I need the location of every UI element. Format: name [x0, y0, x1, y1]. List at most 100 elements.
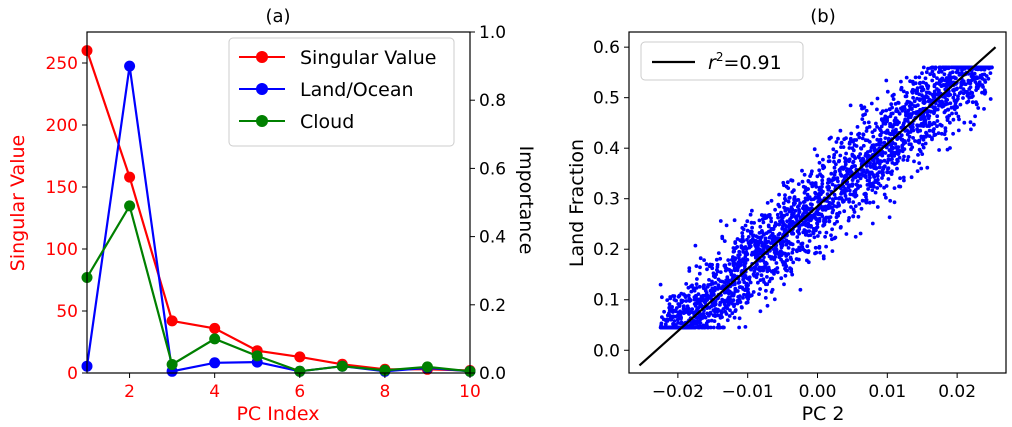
- scatter-point: [908, 79, 912, 84]
- scatter-point: [698, 304, 703, 309]
- scatter-point: [915, 169, 920, 174]
- scatter-point: [904, 111, 909, 116]
- scatter-point: [826, 187, 831, 192]
- scatter-point: [807, 229, 812, 234]
- scatter-point: [708, 325, 713, 330]
- scatter-point: [839, 173, 844, 178]
- scatter-point: [913, 104, 918, 109]
- scatter-point: [808, 233, 813, 238]
- scatter-point: [757, 231, 762, 235]
- scatter-point: [807, 195, 812, 200]
- scatter-point: [878, 137, 883, 142]
- scatter-point: [836, 179, 840, 184]
- scatter-point: [790, 272, 795, 277]
- scatter-point: [833, 170, 837, 175]
- scatter-point: [928, 109, 933, 114]
- scatter-point: [731, 298, 736, 303]
- scatter-point: [857, 131, 862, 136]
- scatter-point: [676, 321, 680, 325]
- scatter-point: [851, 214, 856, 219]
- scatter-point: [711, 308, 716, 312]
- x-tick-label: 4: [209, 382, 220, 402]
- y-tick-label: 50: [56, 302, 78, 322]
- scatter-point: [900, 143, 905, 148]
- scatter-point: [858, 176, 863, 181]
- legend-label-fit: r2=0.91: [708, 50, 782, 74]
- scatter-point: [878, 133, 882, 138]
- scatter-point: [919, 85, 923, 90]
- scatter-point: [863, 112, 867, 117]
- scatter-point: [671, 325, 676, 330]
- scatter-point: [776, 252, 781, 256]
- scatter-point: [843, 194, 848, 198]
- panel-a-frame: [86, 31, 471, 374]
- scatter-point: [842, 176, 847, 180]
- scatter-point: [767, 279, 772, 284]
- scatter-point: [758, 258, 763, 263]
- scatter-point: [957, 73, 962, 77]
- scatter-point: [684, 299, 689, 303]
- scatter-point: [715, 325, 720, 330]
- scatter-point: [875, 157, 880, 162]
- legend-label-cloud: Cloud: [300, 111, 354, 133]
- scatter-point: [910, 90, 915, 95]
- scatter-point: [737, 316, 742, 321]
- scatter-point: [701, 293, 706, 298]
- scatter-point: [917, 140, 922, 145]
- scatter-point: [705, 319, 710, 324]
- scatter-point: [896, 100, 900, 105]
- scatter-point: [798, 223, 802, 228]
- scatter-point: [707, 278, 711, 282]
- scatter-point: [927, 120, 932, 125]
- scatter-point: [735, 289, 740, 293]
- scatter-point: [899, 87, 903, 92]
- scatter-point: [915, 96, 919, 101]
- scatter-point: [779, 210, 783, 215]
- scatter-point: [763, 296, 768, 300]
- scatter-point: [968, 85, 973, 89]
- scatter-point: [733, 256, 738, 261]
- scatter-point: [956, 114, 961, 119]
- scatter-point: [679, 320, 684, 325]
- scatter-point: [802, 204, 806, 208]
- scatter-point: [849, 131, 854, 136]
- scatter-point: [847, 188, 852, 193]
- scatter-point: [724, 312, 729, 316]
- scatter-point: [967, 92, 972, 96]
- scatter-point: [674, 306, 679, 310]
- scatter-point: [765, 303, 770, 308]
- scatter-point: [794, 248, 799, 253]
- scatter-point: [858, 231, 863, 236]
- scatter-point: [935, 124, 939, 129]
- scatter-point: [676, 302, 681, 306]
- scatter-point: [756, 280, 760, 285]
- scatter-point: [781, 251, 786, 256]
- scatter-point: [676, 325, 680, 330]
- scatter-point: [668, 314, 672, 318]
- scatter-point: [790, 250, 795, 255]
- scatter-point: [869, 182, 873, 187]
- scatter-point: [859, 146, 863, 151]
- scatter-point: [684, 307, 689, 312]
- scatter-point: [858, 152, 863, 156]
- scatter-point: [676, 310, 681, 315]
- scatter-point: [731, 274, 736, 278]
- scatter-point: [797, 210, 802, 214]
- scatter-point: [741, 287, 745, 291]
- legend-label-singular: Singular Value: [300, 47, 436, 69]
- scatter-point: [735, 301, 740, 306]
- scatter-point: [907, 104, 912, 108]
- scatter-point: [903, 117, 908, 122]
- scatter-point: [815, 222, 820, 226]
- scatter-point: [730, 311, 735, 316]
- scatter-point: [909, 175, 914, 180]
- scatter-point: [686, 285, 691, 290]
- scatter-point: [682, 293, 686, 297]
- x-tick-label: 0.01: [868, 382, 906, 402]
- scatter-point: [887, 215, 892, 220]
- scatter-point: [728, 308, 732, 313]
- scatter-point: [710, 286, 715, 291]
- scatter-point: [827, 177, 831, 182]
- panel-a-right-ticks: 0.0 0.2 0.4 0.6 0.8 1.0: [470, 23, 506, 384]
- scatter-point: [741, 277, 745, 282]
